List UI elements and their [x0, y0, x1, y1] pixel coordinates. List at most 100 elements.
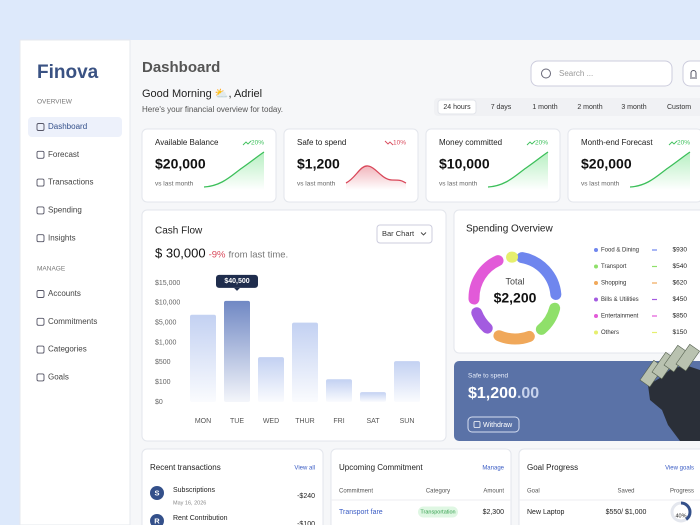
nav-icon: [36, 206, 45, 215]
nav-item[interactable]: Categories: [48, 345, 87, 354]
x-tick-label: THUR: [295, 418, 314, 425]
withdraw-label[interactable]: Withdraw: [483, 422, 513, 429]
spending-card: [453, 209, 700, 354]
safe-amount: $1,200: [468, 385, 517, 402]
nav-item[interactable]: Forecast: [48, 150, 80, 159]
progress-ring: [670, 501, 692, 523]
stat-label: Month-end Forecast: [581, 138, 653, 147]
cash-flow-amount: $ 30,000: [155, 245, 206, 260]
withdraw-icon: [473, 421, 481, 428]
bar: [190, 314, 216, 402]
legend-dot: [594, 297, 598, 302]
nav-item[interactable]: Accounts: [48, 289, 81, 298]
nav-item[interactable]: Spending: [48, 206, 82, 215]
bar: [292, 322, 318, 402]
nav-item[interactable]: Insights: [48, 233, 76, 242]
legend-label: Bills & Utilities: [601, 297, 639, 303]
goals-card: [518, 448, 700, 525]
goal-name: New Laptop: [527, 509, 564, 516]
legend-value: $850: [673, 313, 688, 320]
card-title: Upcoming Commitment: [339, 463, 423, 472]
donut-total-label: Total: [505, 276, 524, 286]
stat-note: vs last month: [155, 181, 194, 188]
nav-icon: [36, 290, 45, 298]
bar: [326, 379, 352, 402]
dropdown-caret: [420, 232, 427, 236]
commitment-card: [330, 448, 512, 525]
x-tick-label: SUN: [400, 418, 415, 425]
stat-change: 20%: [677, 140, 690, 147]
sparkline-area: [488, 152, 548, 190]
brand-logo: Finova: [37, 62, 99, 83]
donut-segment: [468, 251, 562, 345]
card-link[interactable]: View goals: [665, 466, 694, 472]
bar: [394, 361, 420, 402]
range-tab[interactable]: 1 month: [532, 104, 557, 111]
sparkline-area: [630, 152, 690, 190]
nav-item[interactable]: Transactions: [48, 178, 94, 187]
column-header: Category: [426, 489, 450, 495]
bar: [360, 392, 386, 402]
range-tab-active: [437, 99, 477, 115]
trend-arrow: [242, 140, 252, 146]
sidebar-section-title: OVERVIEW: [37, 99, 73, 106]
greeting: Good Morning ⛅, Adriel: [142, 88, 262, 100]
donut-total: $2,200: [494, 290, 537, 306]
y-tick-label: $1,000: [155, 339, 177, 346]
safe-cents: .00: [517, 385, 539, 402]
transaction-date: May 16, 2026: [173, 500, 206, 506]
range-tab[interactable]: 24 hours: [443, 104, 471, 111]
range-tab[interactable]: 7 days: [491, 104, 512, 111]
nav-item[interactable]: Goals: [48, 373, 69, 382]
stat-note: vs last month: [297, 181, 336, 188]
bell-button[interactable]: [682, 60, 700, 87]
stat-label: Money committed: [439, 138, 502, 147]
cash-flow-change-note: from last time.: [229, 250, 289, 261]
nav-icon: [36, 150, 45, 159]
legend-dot: [594, 314, 598, 318]
trend-arrow: [526, 140, 536, 146]
nav-icon: [36, 373, 45, 382]
stat-note: vs last month: [439, 181, 478, 188]
donut-segment: [468, 251, 562, 345]
legend-label: Shopping: [601, 281, 626, 287]
bar: [224, 300, 250, 402]
stat-change: 20%: [535, 140, 548, 147]
search-box[interactable]: [530, 60, 673, 87]
legend-value: $150: [673, 329, 688, 336]
range-tab[interactable]: 2 month: [577, 104, 602, 111]
bar: [258, 357, 284, 402]
chart-type-dropdown[interactable]: [376, 224, 433, 244]
y-tick-label: $5,000: [155, 320, 177, 327]
y-tick-label: $10,000: [155, 300, 180, 307]
legend-value: $930: [673, 247, 688, 254]
stat-value: $10,000: [439, 156, 490, 172]
sparkline-area: [204, 152, 264, 190]
avatar: [150, 486, 164, 500]
trend-arrow: [384, 140, 394, 146]
range-tab[interactable]: Custom: [667, 104, 691, 111]
sparkline-area: [346, 165, 406, 190]
legend-dot: [594, 330, 598, 335]
transaction-amount: -$240: [297, 493, 315, 500]
withdraw-button[interactable]: [467, 416, 520, 433]
legend-dot: [594, 264, 598, 269]
stat-change: 20%: [251, 140, 264, 147]
card-link[interactable]: Manage: [482, 466, 504, 472]
legend-dot: [594, 248, 598, 252]
stat-note: vs last month: [581, 181, 620, 188]
table-cell: Transportation: [420, 509, 455, 515]
transaction-name: Subscriptions: [173, 487, 216, 494]
legend-label: Food & Dining: [601, 248, 639, 254]
column-header: Progress: [670, 489, 694, 495]
card-link[interactable]: View all: [294, 466, 315, 472]
dropdown-label: Bar Chart: [382, 229, 415, 238]
legend-label: Transport: [601, 264, 627, 270]
nav-item[interactable]: Dashboard: [48, 122, 87, 131]
range-tab[interactable]: 3 month: [621, 104, 646, 111]
tooltip-bg: [216, 274, 258, 288]
nav-item[interactable]: Commitments: [48, 317, 97, 326]
bell-icon: [690, 70, 697, 79]
